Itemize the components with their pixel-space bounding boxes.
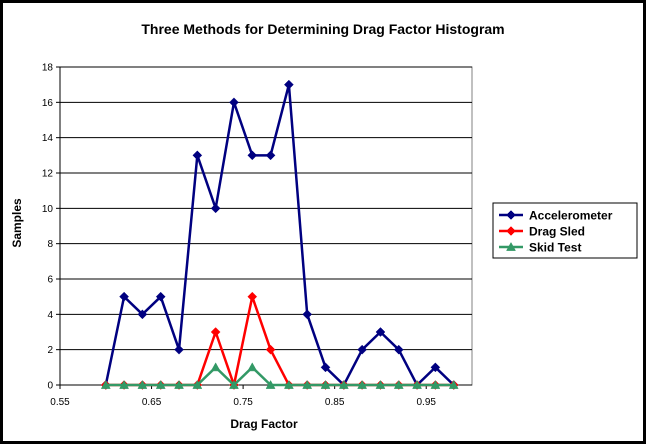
data-point-drag-sled: [265, 344, 276, 355]
data-point-accelerometer: [119, 291, 129, 302]
data-point-accelerometer: [284, 79, 294, 90]
y-tick-label: 4: [47, 310, 53, 321]
x-tick-label: 0.75: [233, 397, 253, 408]
x-tick-label: 0.65: [142, 397, 162, 408]
data-point-drag-sled: [247, 291, 258, 302]
data-point-accelerometer: [265, 150, 276, 161]
data-point-skid-test: [229, 379, 239, 389]
data-point-accelerometer: [375, 327, 386, 337]
data-point-accelerometer: [357, 344, 367, 355]
data-point-skid-test: [448, 379, 459, 389]
legend-marker-accelerometer: [506, 210, 516, 220]
data-point-skid-test: [265, 379, 276, 389]
data-point-skid-test: [210, 362, 221, 372]
data-point-skid-test: [338, 379, 349, 389]
legend-marker-skid-test: [506, 241, 516, 251]
data-point-skid-test: [155, 379, 166, 389]
data-point-accelerometer: [229, 97, 239, 108]
x-axis-label: Drag Factor: [230, 417, 298, 431]
data-point-skid-test: [393, 379, 404, 389]
series-line-accelerometer: [104, 83, 455, 387]
data-point-skid-test: [192, 379, 203, 389]
x-tick-label: 0.85: [325, 397, 345, 408]
data-point-accelerometer: [247, 150, 258, 161]
y-tick-label: 14: [42, 133, 54, 144]
chart-title: Three Methods for Determining Drag Facto…: [141, 21, 504, 37]
data-point-skid-test: [302, 379, 313, 389]
chart-frame: Three Methods for Determining Drag Facto…: [3, 3, 643, 441]
legend: Accelerometer Drag Sled Skid Test: [492, 202, 638, 259]
data-point-accelerometer: [137, 309, 148, 320]
legend-label-drag-sled: Drag Sled: [529, 225, 585, 239]
data-point-accelerometer: [320, 362, 331, 373]
data-point-skid-test: [357, 379, 368, 389]
data-point-skid-test: [119, 379, 130, 389]
x-tick-label: 0.95: [416, 397, 436, 408]
data-point-accelerometer: [302, 309, 313, 320]
data-point-accelerometer: [192, 150, 203, 161]
plot-border: [59, 66, 473, 386]
y-tick-label: 0: [47, 381, 53, 392]
plot-area: 0 2 4 6 8 10 12 14 16 18 0.55 0.65 0.75 0.85 0.95: [42, 63, 473, 408]
line-chart: Three Methods for Determining Drag Facto…: [10, 21, 638, 431]
legend-label-accelerometer: Accelerometer: [529, 209, 613, 223]
data-point-drag-sled: [210, 327, 221, 337]
y-tick-label: 18: [42, 63, 54, 74]
y-tick-label: 8: [47, 239, 53, 250]
data-point-skid-test: [375, 379, 386, 389]
data-point-accelerometer: [393, 344, 404, 355]
data-point-skid-test: [283, 379, 294, 389]
y-tick-label: 10: [42, 204, 54, 215]
y-tick-label: 6: [47, 275, 53, 286]
data-point-accelerometer: [210, 203, 221, 214]
data-point-skid-test: [137, 379, 148, 389]
data-point-skid-test: [320, 379, 331, 389]
y-axis-label: Samples: [10, 198, 24, 248]
data-point-skid-test: [247, 362, 258, 372]
data-point-skid-test: [174, 379, 184, 389]
data-point-skid-test: [100, 379, 111, 389]
y-tick-label: 16: [42, 98, 54, 109]
data-point-accelerometer: [174, 344, 184, 355]
data-point-accelerometer: [155, 291, 166, 302]
data-point-skid-test: [412, 379, 422, 389]
x-tick-label: 0.55: [50, 397, 70, 408]
series-line-skid-test: [105, 366, 454, 387]
y-tick-label: 2: [47, 345, 53, 356]
legend-label-skid-test: Skid Test: [529, 241, 581, 255]
y-tick-label: 12: [42, 169, 54, 180]
data-point-skid-test: [430, 379, 441, 389]
data-point-accelerometer: [430, 362, 441, 373]
legend-marker-drag-sled: [506, 226, 516, 236]
